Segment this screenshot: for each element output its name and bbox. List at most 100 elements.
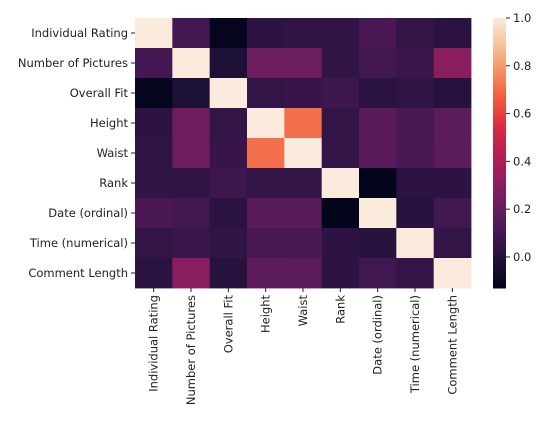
heatmap-cell-2-1 bbox=[172, 78, 211, 109]
heatmap-cell-2-6 bbox=[359, 78, 397, 109]
colorbar-segment bbox=[493, 276, 506, 280]
colorbar-segment bbox=[493, 72, 506, 75]
colorbar-segment bbox=[493, 202, 506, 206]
colorbar-segment bbox=[493, 24, 506, 28]
y-tick-label-date-ordinal: Date (ordinal) bbox=[48, 206, 128, 220]
colorbar-segment bbox=[493, 110, 506, 113]
heatmap-cell-0-0 bbox=[135, 18, 173, 49]
heatmap-cell-2-2 bbox=[209, 78, 248, 109]
colorbar-segment bbox=[493, 171, 506, 174]
heatmap-cell-0-5 bbox=[321, 18, 360, 49]
colorbar-segment bbox=[493, 33, 506, 37]
heatmap-cell-5-2 bbox=[209, 168, 248, 199]
colorbar-segment bbox=[493, 159, 506, 163]
colorbar-segment bbox=[493, 101, 506, 104]
colorbar-segment bbox=[493, 74, 506, 77]
heatmap-cell-6-6 bbox=[359, 198, 397, 229]
colorbar-segment bbox=[493, 27, 506, 30]
colorbar-segment bbox=[493, 139, 506, 143]
heatmap-cell-6-5 bbox=[321, 198, 360, 229]
heatmap-cell-4-0 bbox=[135, 138, 173, 169]
colorbar-segment bbox=[493, 45, 506, 48]
colorbar-segment bbox=[493, 128, 506, 131]
colorbar-segment bbox=[493, 229, 506, 233]
colorbar-segment bbox=[493, 90, 506, 93]
colorbar-segment bbox=[493, 182, 506, 185]
x-tick-label-individual-rating: Individual Rating bbox=[147, 295, 161, 392]
colorbar-segment bbox=[493, 245, 506, 248]
colorbar-tick-label: 0.2 bbox=[513, 202, 531, 216]
colorbar-segment bbox=[493, 243, 506, 246]
colorbar-segment bbox=[493, 204, 506, 208]
heatmap-cell-6-2 bbox=[209, 198, 248, 229]
heatmap-cell-8-5 bbox=[321, 258, 360, 289]
colorbar-segment bbox=[493, 254, 506, 257]
colorbar-segment bbox=[493, 211, 506, 215]
colorbar-segment bbox=[493, 209, 506, 212]
heatmap-cell-0-8 bbox=[433, 18, 472, 49]
y-tick-label-waist: Waist bbox=[97, 146, 129, 160]
heatmap-cell-6-8 bbox=[433, 198, 472, 229]
heatmap-cell-3-7 bbox=[396, 108, 435, 139]
heatmap-cell-0-7 bbox=[396, 18, 435, 49]
colorbar-segment bbox=[493, 173, 506, 176]
heatmap-cell-2-3 bbox=[247, 78, 285, 109]
colorbar-segment bbox=[493, 117, 506, 120]
heatmap-cell-8-8 bbox=[433, 258, 472, 289]
heatmap-cell-1-8 bbox=[433, 48, 472, 79]
colorbar-segment bbox=[493, 31, 506, 35]
heatmap-cell-5-7 bbox=[396, 168, 435, 199]
colorbar-segment bbox=[493, 180, 506, 183]
colorbar-segment bbox=[493, 94, 506, 98]
heatmap-cell-3-8 bbox=[433, 108, 472, 139]
x-tick-label-waist: Waist bbox=[296, 295, 310, 327]
heatmap-cell-7-7 bbox=[396, 228, 435, 259]
colorbar-segment bbox=[493, 42, 506, 46]
heatmap-cell-5-1 bbox=[172, 168, 211, 199]
x-tick-label-time-numerical: Time (numerical) bbox=[408, 295, 422, 394]
heatmap-cell-5-6 bbox=[359, 168, 397, 199]
colorbar-tick-label: 1.0 bbox=[513, 11, 531, 25]
colorbar-segment bbox=[493, 121, 506, 125]
colorbar-segment bbox=[493, 231, 506, 235]
heatmap-cell-4-7 bbox=[396, 138, 435, 169]
colorbar-segment bbox=[493, 96, 506, 100]
heatmap-cell-2-0 bbox=[135, 78, 173, 109]
x-tick-label-date-ordinal: Date (ordinal) bbox=[371, 295, 385, 375]
heatmap-cell-5-0 bbox=[135, 168, 173, 199]
colorbar-segment bbox=[493, 220, 506, 224]
colorbar-segment bbox=[493, 256, 506, 260]
heatmap-cells bbox=[135, 18, 472, 289]
colorbar-segment bbox=[493, 83, 506, 86]
colorbar-segment bbox=[493, 274, 506, 278]
heatmap-cell-4-1 bbox=[172, 138, 211, 169]
colorbar-segment bbox=[493, 216, 506, 219]
colorbar-segment bbox=[493, 99, 506, 102]
heatmap-cell-8-4 bbox=[284, 258, 323, 289]
heatmap-cell-4-5 bbox=[321, 138, 360, 169]
heatmap-cell-3-2 bbox=[209, 108, 248, 139]
colorbar-segment bbox=[493, 240, 506, 244]
heatmap-cell-0-2 bbox=[209, 18, 248, 49]
colorbar-segment bbox=[493, 186, 506, 190]
heatmap-cell-8-0 bbox=[135, 258, 173, 289]
x-tick-label-height: Height bbox=[259, 295, 273, 334]
colorbar-segment bbox=[493, 198, 506, 201]
colorbar-segment bbox=[493, 195, 506, 199]
colorbar-segment bbox=[493, 191, 506, 194]
colorbar-segment bbox=[493, 177, 506, 181]
colorbar-segment bbox=[493, 114, 506, 118]
heatmap-cell-2-5 bbox=[321, 78, 360, 109]
colorbar-segment bbox=[493, 38, 506, 41]
x-tick-label-overall-fit: Overall Fit bbox=[221, 295, 235, 354]
colorbar-segment bbox=[493, 155, 506, 158]
colorbar-segment bbox=[493, 258, 506, 262]
heatmap-cell-6-3 bbox=[247, 198, 285, 229]
colorbar-segment bbox=[493, 22, 506, 26]
colorbar-segment bbox=[493, 184, 506, 188]
heatmap-cell-4-2 bbox=[209, 138, 248, 169]
heatmap-cell-4-6 bbox=[359, 138, 397, 169]
colorbar-segment bbox=[493, 92, 506, 95]
colorbar-tick-label: 0.8 bbox=[513, 59, 531, 73]
heatmap-cell-6-4 bbox=[284, 198, 323, 229]
